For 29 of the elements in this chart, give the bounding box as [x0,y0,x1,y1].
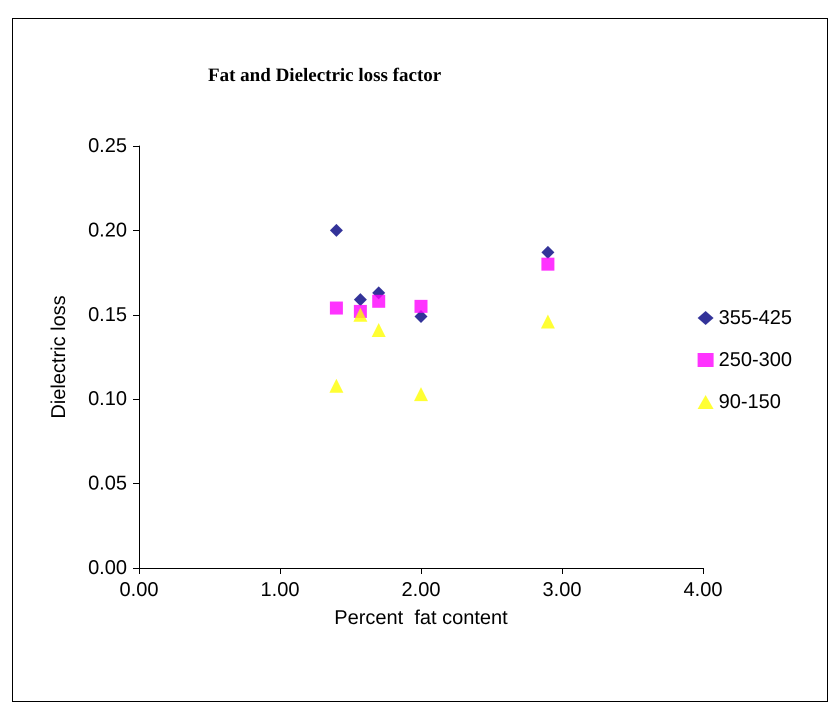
point [372,322,386,337]
legend-label: 90-150 [718,391,781,413]
chart-title: Fat and Dielectric loss factor [208,65,442,86]
point [330,224,343,237]
y-tick-label: 0.15 [88,304,127,326]
point [414,387,428,402]
legend-label: 250-300 [718,349,792,371]
y-tick-label: 0.05 [88,472,127,495]
legend-label: 355-425 [718,307,792,329]
point [540,314,555,329]
x-tick-label: 1.00 [260,579,300,601]
point [353,308,368,322]
y-tick-label: 0.25 [88,135,127,157]
y-tick-label: 0.00 [88,557,127,579]
x-tick-label: 3.00 [542,579,582,601]
y-axis-title: Dielectric loss [48,295,70,419]
point [372,294,386,308]
x-tick-label: 4.00 [684,579,722,601]
point [541,258,554,271]
x-axis-title: Percent fat content [334,607,508,629]
point [354,293,367,306]
y-tick-label: 0.20 [88,219,127,242]
point [329,378,344,393]
point [414,300,428,313]
x-tick-label: 0.00 [120,579,158,601]
point [541,246,554,259]
x-tick-label: 2.00 [402,579,440,601]
point [330,302,343,315]
y-tick-label: 0.10 [88,388,127,410]
